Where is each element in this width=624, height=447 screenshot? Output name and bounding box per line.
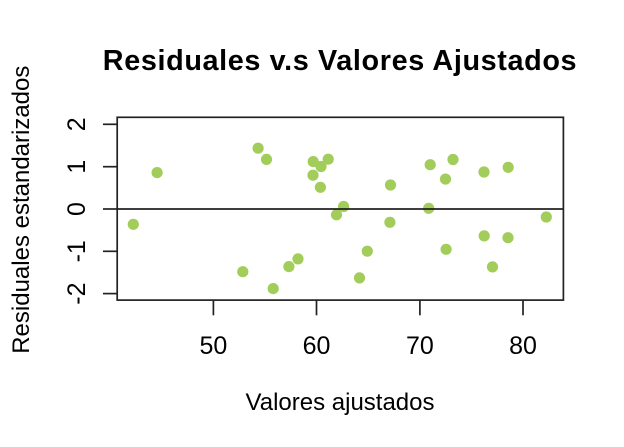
svg-text:Residuales estandarizados: Residuales estandarizados bbox=[8, 66, 35, 354]
svg-text:-2: -2 bbox=[63, 282, 91, 304]
svg-text:Valores ajustados: Valores ajustados bbox=[246, 389, 435, 416]
svg-text:-1: -1 bbox=[63, 240, 91, 262]
svg-text:80: 80 bbox=[509, 332, 537, 360]
svg-text:60: 60 bbox=[303, 332, 331, 360]
svg-text:0: 0 bbox=[63, 202, 91, 216]
svg-text:1: 1 bbox=[63, 160, 91, 174]
svg-text:2: 2 bbox=[63, 117, 91, 131]
svg-text:70: 70 bbox=[406, 332, 434, 360]
svg-text:50: 50 bbox=[199, 332, 227, 360]
svg-text:Residuales v.s Valores Ajustad: Residuales v.s Valores Ajustados bbox=[103, 45, 577, 77]
